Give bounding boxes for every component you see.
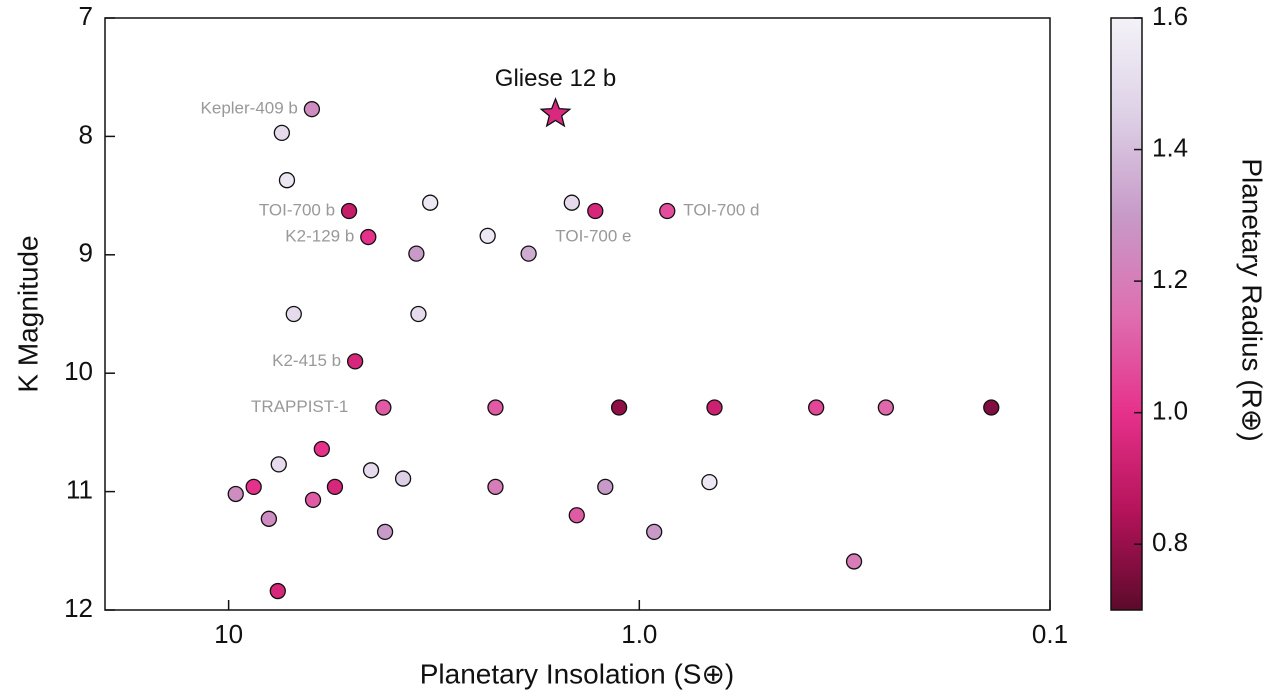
data-point (701, 473, 718, 491)
data-point (245, 478, 262, 496)
data-point (706, 399, 723, 416)
point-label: TRAPPIST-1 (251, 397, 348, 416)
data-point (278, 172, 296, 189)
point-label: TOI-700 e (555, 226, 631, 245)
data-point (422, 194, 439, 211)
data-point (410, 305, 427, 323)
y-tick-label: 12 (64, 593, 93, 623)
point-label: Kepler-409 b (201, 99, 298, 118)
data-point (610, 399, 628, 416)
data-point (260, 510, 278, 527)
point-label: K2-129 b (285, 227, 354, 246)
colorbar-tick-label: 1.2 (1152, 264, 1188, 294)
y-tick-label: 10 (64, 356, 93, 386)
data-point (479, 227, 496, 245)
data-point (346, 353, 364, 370)
y-tick-label: 7 (79, 1, 93, 31)
data-point (362, 462, 380, 479)
data-point (375, 399, 392, 416)
colorbar (1110, 17, 1143, 611)
data-point (285, 305, 302, 323)
data-point (646, 523, 663, 541)
data-point (376, 523, 394, 541)
data-point (808, 399, 825, 416)
point-label: TOI-700 d (683, 200, 759, 219)
data-point (270, 456, 287, 473)
data-point (313, 440, 330, 458)
data-point (269, 582, 286, 600)
data-point (303, 101, 321, 118)
data-point (360, 228, 377, 246)
colorbar-tick-label: 1.4 (1152, 132, 1188, 162)
colorbar-label: Planetary Radius (R⊕) (1237, 158, 1268, 441)
plot-frame (104, 17, 1051, 611)
y-axis-label: K Magnitude (12, 235, 43, 392)
colorbar-tick-label: 1.6 (1152, 1, 1188, 31)
data-point (487, 399, 504, 416)
x-tick-label: 1.0 (621, 619, 657, 649)
data-point (326, 478, 344, 496)
data-point (487, 478, 504, 496)
data-point (983, 399, 1000, 416)
y-tick-label: 11 (66, 474, 93, 504)
data-point (227, 485, 244, 503)
y-tick-label: 9 (79, 238, 93, 268)
x-tick-label: 10 (214, 619, 243, 649)
highlight-star (539, 97, 572, 128)
data-point (273, 124, 291, 141)
data-point (304, 491, 322, 509)
data-point (520, 245, 537, 262)
point-label: K2-415 b (272, 351, 341, 370)
data-point (568, 507, 585, 524)
data-point (394, 470, 412, 487)
data-point (408, 245, 425, 262)
data-point (659, 202, 676, 220)
data-point (877, 399, 895, 416)
colorbar-tick-label: 0.8 (1152, 527, 1188, 557)
x-tick-label: 0.1 (1032, 619, 1068, 649)
data-point (587, 202, 604, 220)
data-point (340, 202, 358, 220)
y-tick-label: 8 (79, 119, 93, 149)
data-point (845, 553, 863, 570)
point-label: TOI-700 b (259, 200, 335, 219)
colorbar-tick-label: 1.0 (1152, 396, 1188, 426)
x-axis-label: Planetary Insolation (S⊕) (420, 658, 735, 689)
highlight-label: Gliese 12 b (495, 65, 616, 92)
data-point (597, 478, 614, 496)
data-point (563, 194, 580, 211)
